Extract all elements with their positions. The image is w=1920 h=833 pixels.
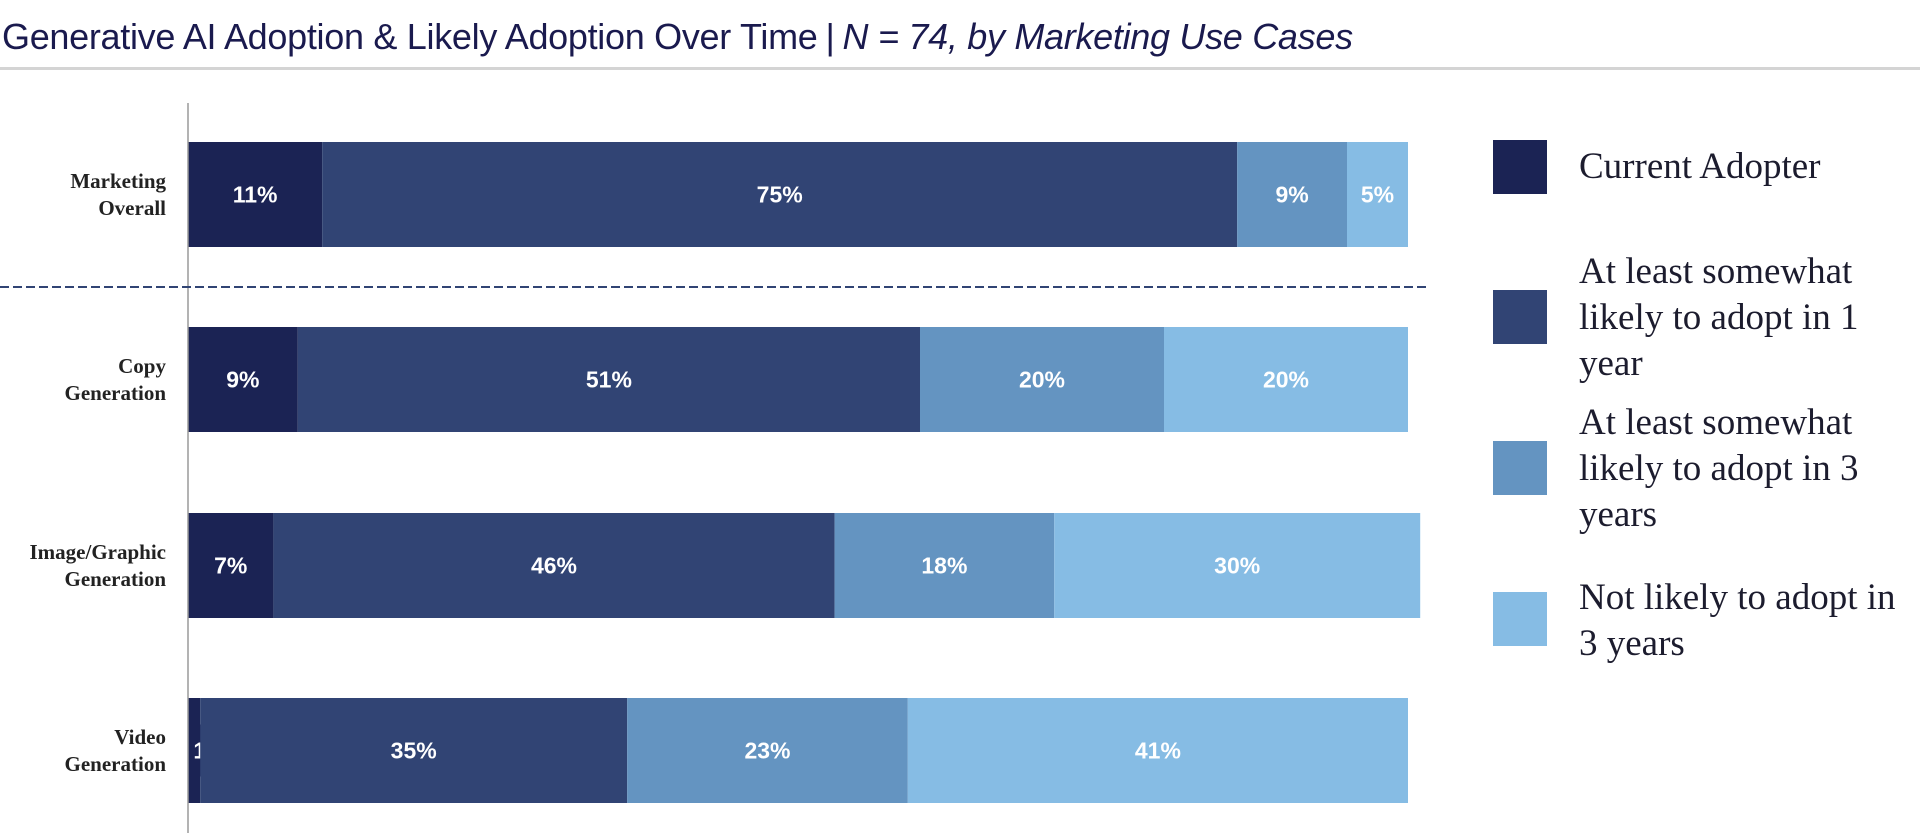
bar-value-label: 35% [391, 738, 437, 764]
chart-title-main: Generative AI Adoption & Likely Adoption… [2, 16, 818, 57]
bar-value-label: 75% [757, 182, 803, 208]
bar-value-label: 5% [1361, 182, 1394, 208]
category-label-marketing-overall: Overall [98, 196, 166, 220]
category-label-copy-generation: Copy [118, 354, 166, 378]
legend-label: At least somewhat likely to adopt in 1 y… [1579, 251, 1859, 384]
bar-segment [188, 327, 298, 432]
bar-segment [1237, 142, 1347, 247]
stacked-bar-chart: 11% 75% 9% 5% Marketing Overall 9% 51% 20% 20% Cop… [0, 103, 1428, 833]
legend-label: At least somewhat likely to adopt in 3 y… [1579, 402, 1859, 535]
bar-value-label: 46% [531, 553, 577, 579]
category-label-video-generation: Video [114, 725, 166, 749]
bar-segment [297, 327, 920, 432]
bar-segment [834, 513, 1055, 618]
title-bar: Generative AI Adoption & Likely Adoption… [0, 0, 1920, 70]
chart-title: Generative AI Adoption & Likely Adoption… [2, 16, 1353, 58]
legend-swatch [1493, 592, 1547, 646]
bar-segment [1164, 327, 1408, 432]
bar-segment [188, 142, 323, 247]
bar-value-label: 20% [1263, 367, 1309, 393]
bar-segment [188, 513, 274, 618]
bar-value-label: 30% [1214, 553, 1260, 579]
category-label-image-graphic-generation: Generation [65, 567, 167, 591]
bar-value-label: 7% [214, 553, 247, 579]
bar-segment [627, 698, 908, 803]
legend-swatch [1493, 290, 1547, 344]
bar-value-label: 11% [233, 182, 278, 208]
bar-segment [907, 698, 1408, 803]
bar-segment [1347, 142, 1408, 247]
title-separator: | [825, 16, 835, 57]
category-label-copy-generation: Generation [65, 381, 167, 405]
bar-value-label: 23% [744, 738, 790, 764]
legend-label: Current Adopter [1579, 146, 1821, 187]
bar-value-label: 51% [586, 367, 632, 393]
chart-subtitle: N = 74, by Marketing Use Cases [842, 16, 1354, 57]
category-label-video-generation: Generation [65, 752, 167, 776]
bar-segment [273, 513, 835, 618]
legend: Current Adopter At least somewhat likely… [1493, 0, 1913, 833]
legend-swatch [1493, 140, 1547, 194]
bar-segment [920, 327, 1164, 432]
legend-swatch [1493, 441, 1547, 495]
bar-segment [322, 142, 1238, 247]
bar-value-label: 41% [1135, 738, 1181, 764]
legend-label: Not likely to adopt in 3 years [1579, 577, 1896, 664]
bar-value-label: 20% [1019, 367, 1065, 393]
bar-segment [200, 698, 628, 803]
category-label-marketing-overall: Marketing [70, 169, 166, 193]
bar-value-label: 9% [226, 367, 259, 393]
bar-segment [1054, 513, 1421, 618]
bar-value-label: 18% [921, 553, 967, 579]
category-label-image-graphic-generation: Image/Graphic [30, 540, 167, 564]
bar-value-label: 9% [1275, 182, 1308, 208]
